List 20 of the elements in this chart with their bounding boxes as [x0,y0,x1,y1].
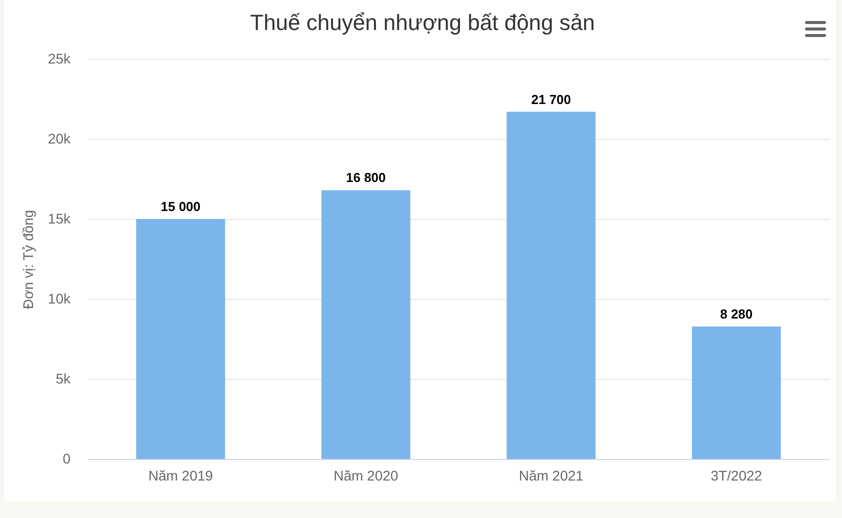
data-label: 8 280 [720,306,753,322]
x-tick-label: 3T/2022 [710,468,762,484]
bar [506,112,596,459]
x-tick-label: Năm 2020 [334,468,398,484]
data-label: 16 800 [346,170,386,186]
data-label: 15 000 [160,199,201,214]
bar [692,326,781,459]
y-tick-label: 10k [48,290,72,306]
y-axis-title: Đơn vị: Tỷ đồng [20,210,36,310]
y-tick-label: 25k [48,50,72,66]
y-tick-label: 0 [62,450,71,466]
bar [321,190,410,459]
y-tick-label: 5k [56,370,72,386]
y-tick-label: 15k [48,210,72,226]
chart-title: Thuế chuyển nhượng bất động sản [250,10,595,35]
x-tick-label: Năm 2021 [518,468,584,484]
x-tick-label: Năm 2019 [148,468,214,484]
y-tick-label: 20k [48,130,72,146]
bar [136,219,226,459]
data-label: 21 700 [531,92,572,107]
